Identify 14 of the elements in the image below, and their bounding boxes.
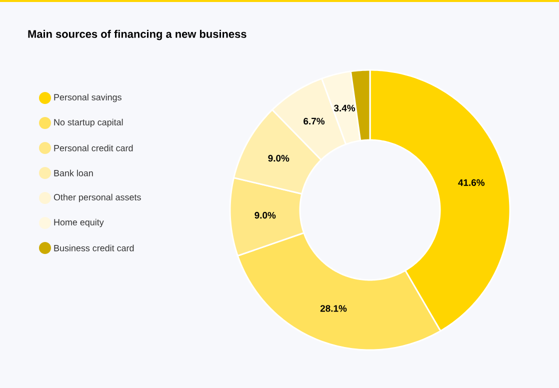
legend-label: Business credit card — [54, 244, 134, 252]
legend-label: Personal savings — [54, 94, 122, 102]
legend-label: Personal credit card — [54, 144, 133, 152]
legend-label: Bank loan — [54, 170, 93, 176]
legend-label: No startup capital — [54, 118, 123, 128]
chart-title: Main sources of financing a new business — [28, 30, 246, 40]
data-label: 9.0% — [254, 212, 276, 219]
data-label: 9.0% — [268, 154, 290, 162]
legend-label: Other personal assets — [54, 194, 141, 202]
data-label: 6.7% — [304, 118, 325, 125]
data-label: 3.4% — [334, 104, 356, 112]
legend-label: Home equity — [54, 218, 104, 228]
data-label: 28.1% — [320, 305, 347, 312]
data-label: 41.6% — [458, 179, 485, 186]
